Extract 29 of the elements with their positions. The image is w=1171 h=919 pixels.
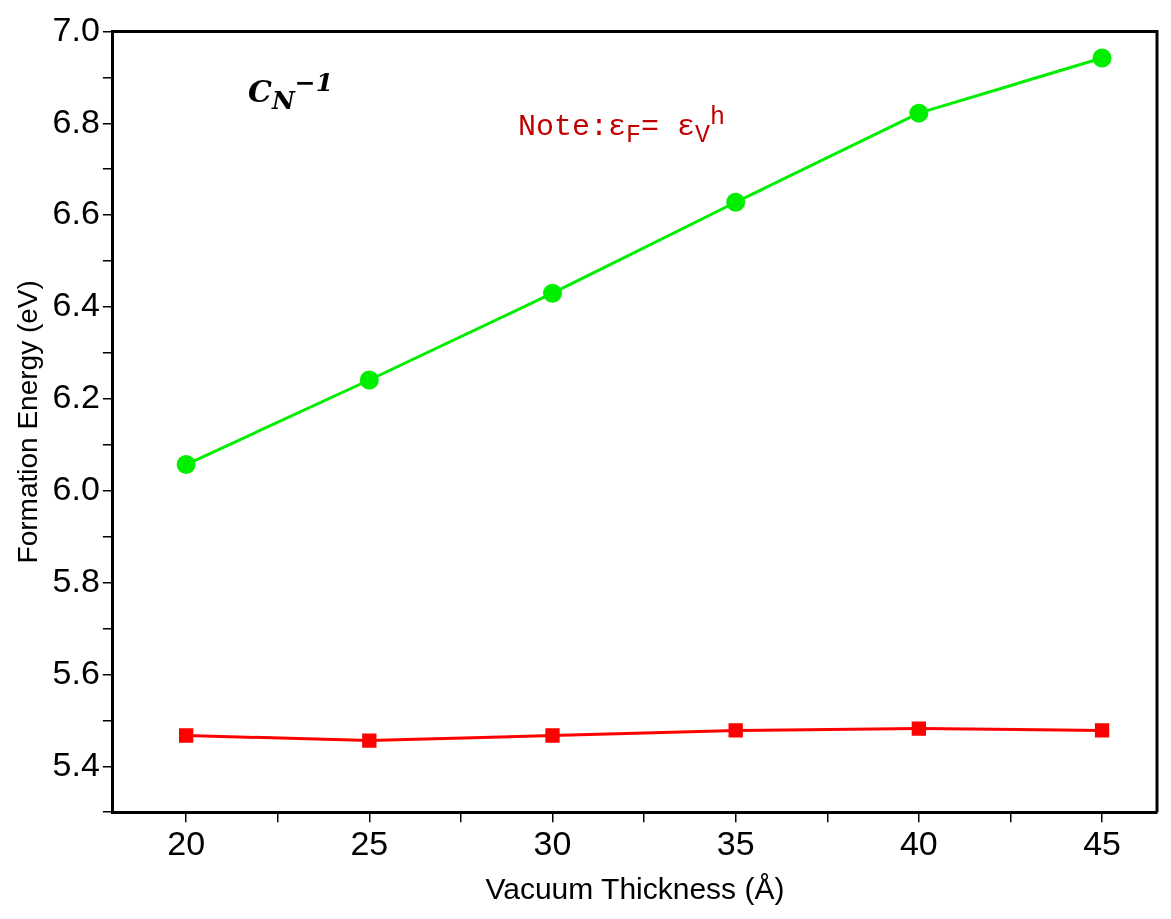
y-tick-label: 6.2: [52, 377, 100, 416]
point: [1094, 723, 1110, 738]
x-tick-label: 45: [1083, 823, 1121, 862]
point: [176, 455, 196, 475]
point: [1092, 48, 1112, 68]
x-tick-label: 20: [167, 823, 206, 862]
x-tick-label: 30: [533, 823, 572, 862]
y-tick-label: 6.8: [52, 101, 100, 140]
y-tick-label: 5.8: [52, 560, 100, 599]
point: [543, 283, 562, 303]
point: [728, 723, 743, 738]
point: [545, 728, 560, 743]
y-tick-label: 7.0: [52, 9, 100, 48]
x-axis-title: Vacuum Thickness (Å): [485, 872, 785, 906]
point: [362, 733, 377, 748]
y-tick-label: 6.0: [52, 469, 100, 508]
point: [911, 721, 927, 736]
y-tick-label: 6.6: [52, 193, 100, 232]
y-tick-label: 5.6: [52, 652, 100, 691]
point: [726, 192, 746, 212]
y-tick-label: 5.4: [52, 744, 100, 783]
point: [359, 370, 379, 390]
point: [178, 728, 194, 743]
x-tick-label: 40: [899, 823, 938, 862]
y-axis-title: Formation Energy (eV): [11, 280, 43, 564]
x-tick-label: 35: [716, 823, 755, 862]
point: [909, 103, 929, 123]
x-tick-label: 25: [350, 823, 389, 862]
y-tick-label: 6.4: [52, 285, 100, 324]
